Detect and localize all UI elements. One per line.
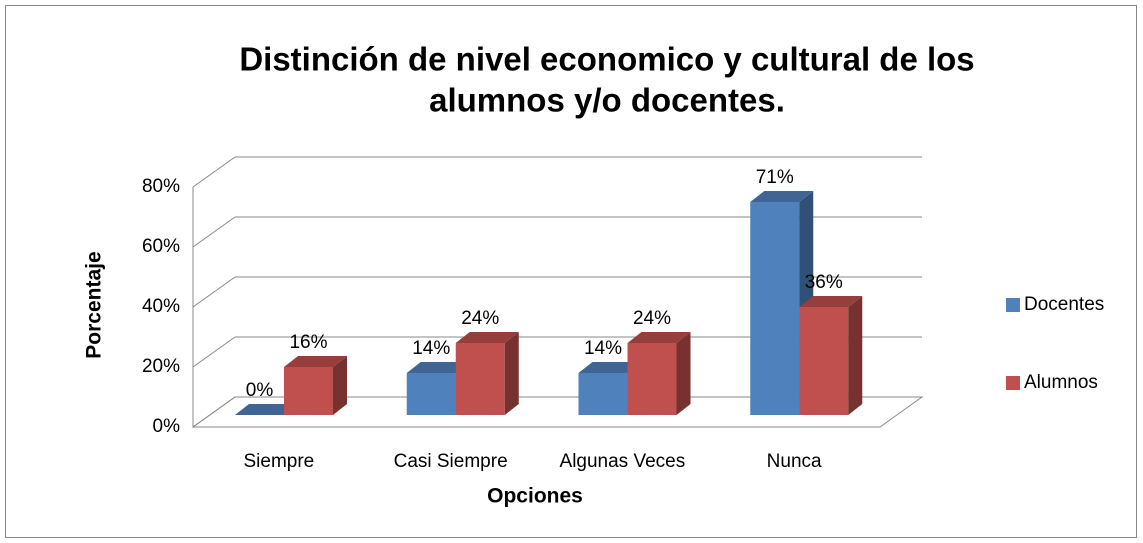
x-axis-title: Opciones	[487, 485, 583, 508]
bar-top	[750, 191, 814, 202]
y-tick-label: 40%	[142, 296, 180, 317]
bar-front	[284, 367, 333, 415]
bar-top	[284, 356, 347, 367]
chart-border	[5, 5, 1137, 538]
data-label: 36%	[805, 272, 843, 293]
y-tick-label: 60%	[142, 236, 180, 257]
grid-line	[192, 336, 236, 368]
chart-title: alumnos y/o docentes.	[429, 82, 785, 119]
grid-line	[192, 216, 236, 248]
bar-top	[578, 362, 642, 373]
data-label: 0%	[246, 380, 274, 401]
x-tick-label: Algunas Veces	[560, 451, 686, 472]
grid-line	[192, 396, 236, 428]
chart-title: Distinción de nivel economico y cultural…	[239, 41, 974, 78]
bar-side	[676, 332, 691, 415]
data-label: 71%	[756, 167, 794, 188]
legend-label: Alumnos	[1024, 372, 1098, 393]
bar-top	[799, 296, 863, 307]
data-label: 14%	[412, 338, 450, 359]
x-tick-label: Casi Siempre	[394, 451, 508, 472]
data-label: 24%	[633, 308, 671, 329]
grid-line	[192, 276, 236, 308]
x-tick-label: Nunca	[767, 451, 822, 472]
bar-side	[848, 296, 863, 415]
bar-side	[333, 356, 347, 415]
bar-top	[627, 332, 691, 343]
legend-label: Docentes	[1024, 294, 1104, 315]
legend-swatch	[1006, 298, 1020, 312]
x-tick-label: Siempre	[244, 451, 315, 472]
y-tick-label: 80%	[142, 176, 180, 197]
y-tick-label: 20%	[142, 356, 180, 377]
bar-front	[455, 343, 505, 415]
bar-front	[799, 307, 849, 415]
bar-side	[504, 332, 519, 415]
bar-front	[578, 373, 628, 415]
bar-top	[406, 362, 470, 373]
data-label: 14%	[584, 338, 622, 359]
bar-top	[235, 404, 298, 415]
bar-front	[406, 373, 456, 415]
bar-top	[455, 332, 519, 343]
bar-front	[627, 343, 677, 415]
bar-front	[750, 202, 800, 415]
y-tick-label: 0%	[153, 416, 181, 437]
legend-swatch	[1006, 376, 1020, 390]
y-axis-title: Porcentaje	[83, 251, 106, 358]
data-label: 24%	[461, 308, 499, 329]
data-label: 16%	[289, 332, 327, 353]
grid-line	[192, 156, 236, 188]
